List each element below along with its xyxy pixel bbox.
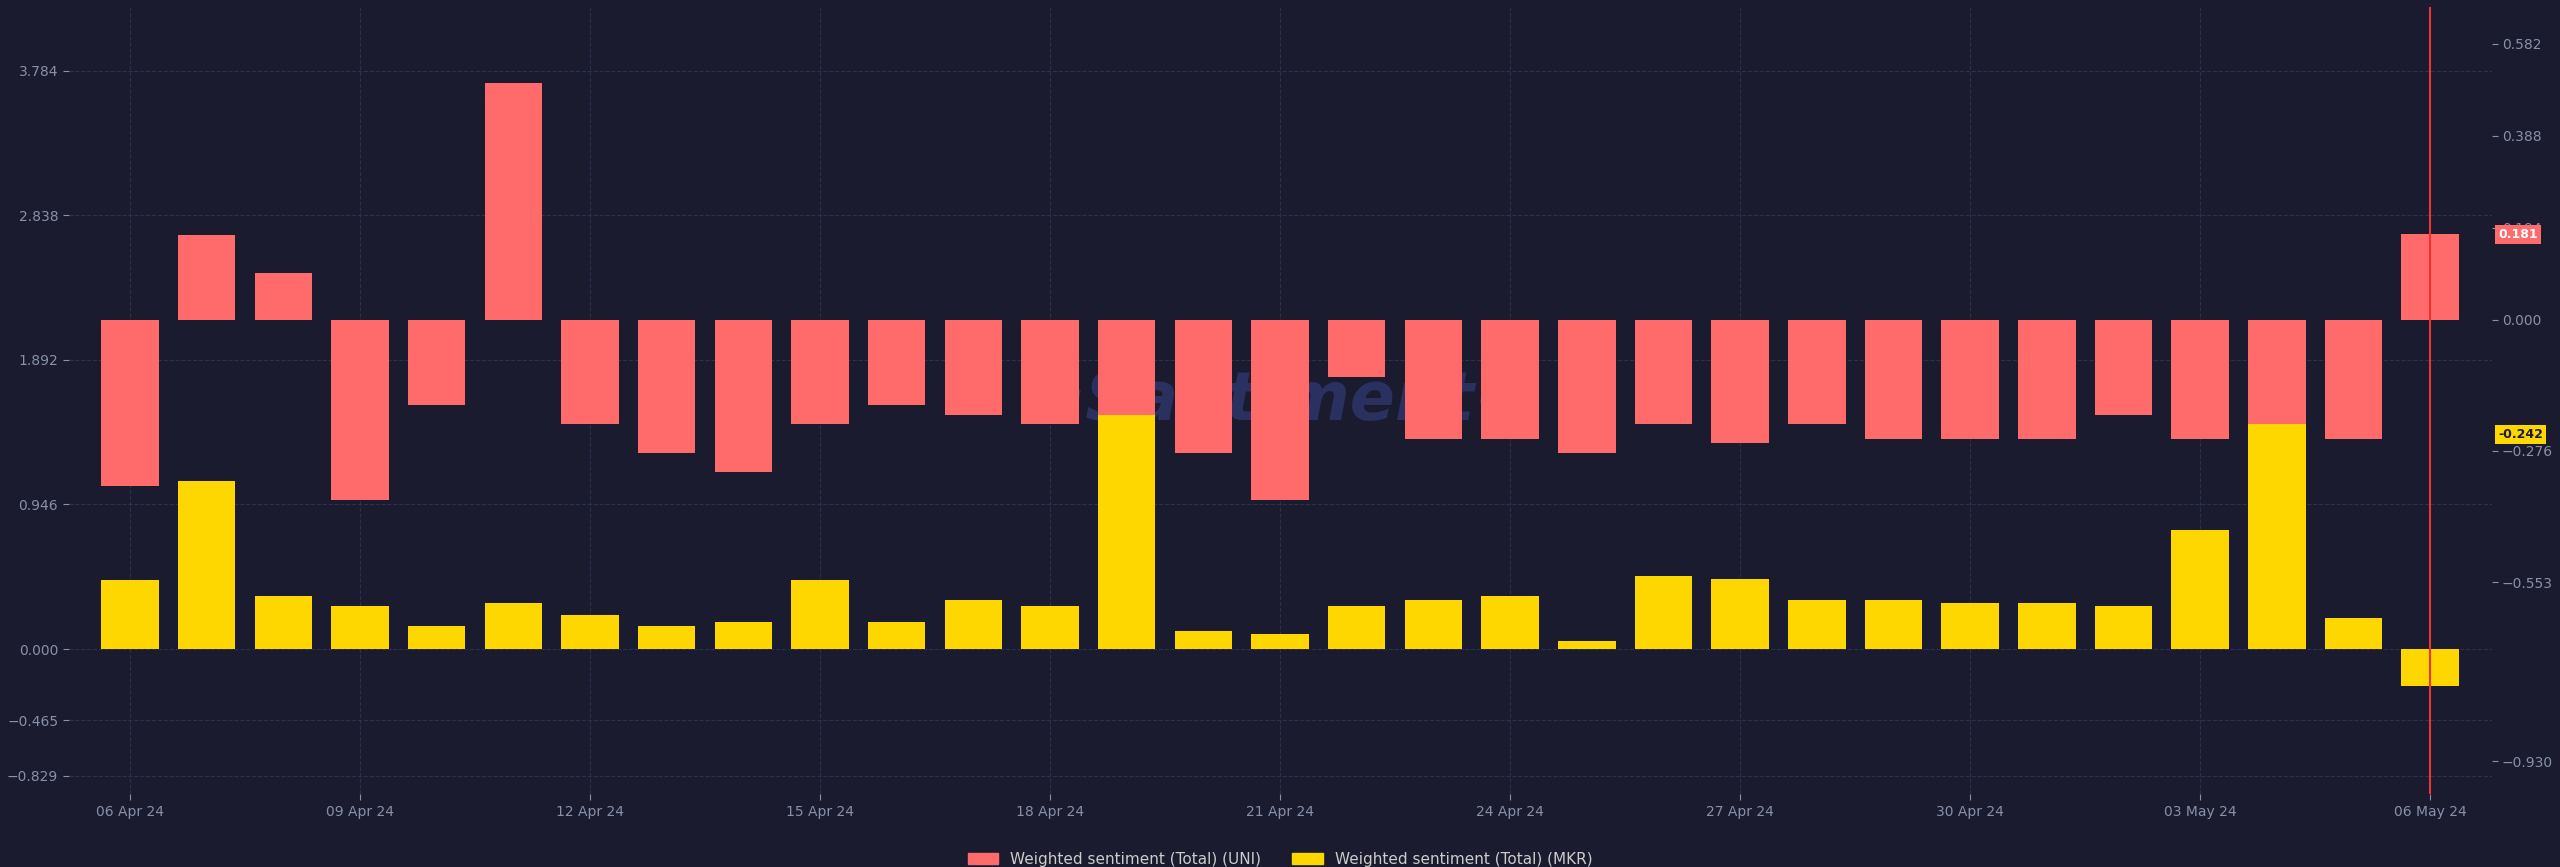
Bar — [2324, 320, 2383, 439]
Bar — [1021, 606, 1078, 649]
Bar — [2094, 606, 2153, 649]
Bar — [1098, 320, 1155, 414]
Bar — [945, 320, 1001, 414]
Bar — [1252, 320, 1308, 500]
Bar — [561, 320, 620, 424]
Bar — [253, 596, 312, 649]
Bar — [1329, 320, 1385, 377]
Bar — [102, 320, 159, 486]
Bar — [2401, 234, 2460, 320]
Bar — [1636, 576, 1692, 649]
Bar — [1405, 600, 1462, 649]
Bar — [2171, 530, 2230, 649]
Bar — [407, 320, 466, 406]
Bar — [1940, 320, 1999, 439]
Bar — [1710, 578, 1769, 649]
Bar — [1175, 630, 1231, 649]
Bar — [1329, 606, 1385, 649]
Bar — [1405, 320, 1462, 439]
Bar — [177, 481, 236, 649]
Bar — [1252, 634, 1308, 649]
Bar — [330, 320, 389, 500]
Bar — [1787, 320, 1846, 424]
Bar — [177, 235, 236, 320]
Bar — [2094, 320, 2153, 414]
Bar — [253, 272, 312, 320]
Text: -0.242: -0.242 — [2499, 428, 2542, 441]
Bar — [1098, 397, 1155, 649]
Legend: Weighted sentiment (Total) (UNI), Weighted sentiment (Total) (MKR): Weighted sentiment (Total) (UNI), Weight… — [963, 846, 1597, 867]
Bar — [561, 616, 620, 649]
Bar — [2324, 618, 2383, 649]
Text: 0.181: 0.181 — [2499, 228, 2537, 241]
Bar — [1787, 600, 1846, 649]
Bar — [484, 603, 543, 649]
Bar — [1021, 320, 1078, 424]
Bar — [637, 320, 696, 453]
Bar — [330, 606, 389, 649]
Bar — [791, 320, 850, 424]
Bar — [1559, 642, 1615, 649]
Bar — [2017, 603, 2076, 649]
Bar — [1482, 320, 1539, 439]
Bar — [484, 83, 543, 320]
Bar — [407, 626, 466, 649]
Bar — [868, 320, 927, 406]
Bar — [945, 600, 1001, 649]
Bar — [2248, 320, 2307, 424]
Bar — [1482, 596, 1539, 649]
Bar — [714, 320, 773, 472]
Bar — [714, 622, 773, 649]
Bar — [2401, 649, 2460, 686]
Bar — [1636, 320, 1692, 424]
Text: ·Santiment·: ·Santiment· — [1060, 368, 1500, 434]
Bar — [2171, 320, 2230, 439]
Bar — [2017, 320, 2076, 439]
Bar — [1710, 320, 1769, 443]
Bar — [1175, 320, 1231, 453]
Bar — [1940, 603, 1999, 649]
Bar — [1864, 320, 1923, 439]
Bar — [2248, 328, 2307, 649]
Bar — [868, 622, 927, 649]
Bar — [1864, 600, 1923, 649]
Bar — [791, 580, 850, 649]
Bar — [637, 626, 696, 649]
Bar — [102, 580, 159, 649]
Bar — [1559, 320, 1615, 453]
